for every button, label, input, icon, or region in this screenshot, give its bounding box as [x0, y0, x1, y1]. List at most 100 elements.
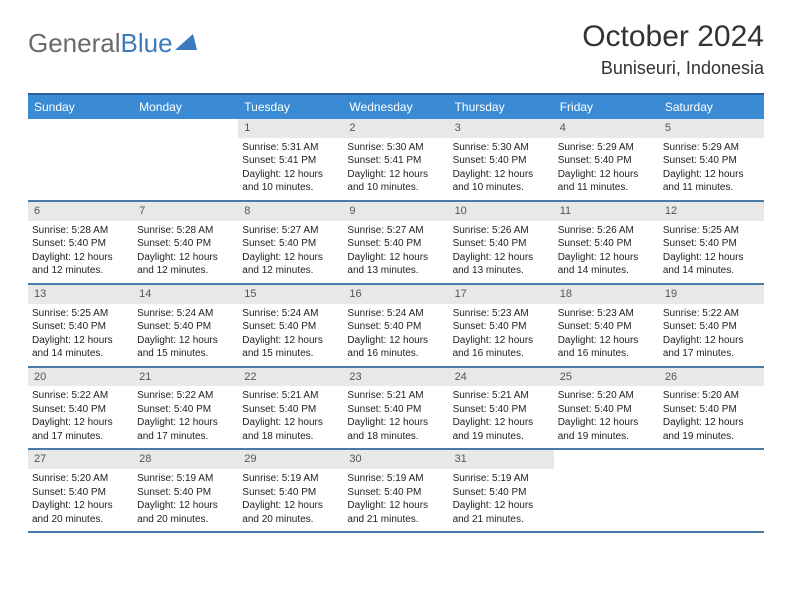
day-number: 30 [343, 450, 448, 469]
day-number: 31 [449, 450, 554, 469]
col-saturday: Saturday [659, 95, 764, 119]
day-details: Sunrise: 5:20 AMSunset: 5:40 PMDaylight:… [663, 389, 760, 443]
day-details: Sunrise: 5:21 AMSunset: 5:40 PMDaylight:… [242, 389, 339, 443]
day-number: 18 [554, 285, 659, 304]
location-label: Buniseuri, Indonesia [582, 58, 764, 79]
day-details: Sunrise: 5:27 AMSunset: 5:40 PMDaylight:… [347, 224, 444, 278]
day-number: 25 [554, 368, 659, 387]
day-cell: 2 Sunrise: 5:30 AMSunset: 5:41 PMDaylight… [343, 119, 448, 200]
day-cell: 21Sunrise: 5:22 AMSunset: 5:40 PMDayligh… [133, 368, 238, 449]
day-details: Sunrise: 5:27 AMSunset: 5:40 PMDaylight:… [242, 224, 339, 278]
week-row: 1Sunrise: 5:31 AMSunset: 5:41 PMDaylight… [28, 119, 764, 202]
week-row: 6Sunrise: 5:28 AMSunset: 5:40 PMDaylight… [28, 202, 764, 285]
day-details: Sunrise: 5:25 AMSunset: 5:40 PMDaylight:… [32, 307, 129, 361]
day-number: 7 [133, 202, 238, 221]
week-row: 27 Sunrise: 5:20 AMSunset: 5:40 PMDayligh… [28, 450, 764, 533]
day-cell: 12Sunrise: 5:25 AMSunset: 5:40 PMDayligh… [659, 202, 764, 283]
day-number: 27 [28, 450, 133, 469]
day-details: Sunrise: 5:19 AMSunset: 5:40 PMDaylight:… [347, 472, 444, 526]
day-cell: 24Sunrise: 5:21 AMSunset: 5:40 PMDayligh… [449, 368, 554, 449]
day-details: Sunrise: 5:29 AMSunset: 5:40 PMDaylight:… [558, 141, 655, 195]
day-cell: 3Sunrise: 5:30 AMSunset: 5:40 PMDaylight… [449, 119, 554, 200]
day-cell: 17Sunrise: 5:23 AMSunset: 5:40 PMDayligh… [449, 285, 554, 366]
logo-triangle-icon [175, 34, 197, 52]
day-cell: 23 Sunrise: 5:21 AMSunset: 5:40 PMDayligh… [343, 368, 448, 449]
col-friday: Friday [554, 95, 659, 119]
day-cell: 5 Sunrise: 5:29 AMSunset: 5:40 PMDaylight… [659, 119, 764, 200]
day-number: 29 [238, 450, 343, 469]
day-details: Sunrise: 5:24 AMSunset: 5:40 PMDaylight:… [347, 307, 444, 361]
day-cell: 13 Sunrise: 5:25 AMSunset: 5:40 PMDayligh… [28, 285, 133, 366]
day-cell: 6 Sunrise: 5:28 AMSunset: 5:40 PMDaylight… [28, 202, 133, 283]
day-details: Sunrise: 5:26 AMSunset: 5:40 PMDaylight:… [558, 224, 655, 278]
col-wednesday: Wednesday [343, 95, 448, 119]
day-number [133, 119, 238, 123]
day-cell: 7 Sunrise: 5:28 AMSunset: 5:40 PMDaylight… [133, 202, 238, 283]
day-cell: 11 Sunrise: 5:26 AMSunset: 5:40 PMDayligh… [554, 202, 659, 283]
day-cell: 1Sunrise: 5:31 AMSunset: 5:41 PMDaylight… [238, 119, 343, 200]
day-cell: 9 Sunrise: 5:27 AMSunset: 5:40 PMDaylight… [343, 202, 448, 283]
day-number: 23 [343, 368, 448, 387]
day-cell: 25 Sunrise: 5:20 AMSunset: 5:40 PMDayligh… [554, 368, 659, 449]
week-row: 13 Sunrise: 5:25 AMSunset: 5:40 PMDayligh… [28, 285, 764, 368]
day-details: Sunrise: 5:29 AMSunset: 5:40 PMDaylight:… [663, 141, 760, 195]
day-details: Sunrise: 5:28 AMSunset: 5:40 PMDaylight:… [32, 224, 129, 278]
day-number: 13 [28, 285, 133, 304]
day-details: Sunrise: 5:28 AMSunset: 5:40 PMDaylight:… [137, 224, 234, 278]
day-cell: 19Sunrise: 5:22 AMSunset: 5:40 PMDayligh… [659, 285, 764, 366]
day-details: Sunrise: 5:26 AMSunset: 5:40 PMDaylight:… [453, 224, 550, 278]
day-cell: 16Sunrise: 5:24 AMSunset: 5:40 PMDayligh… [343, 285, 448, 366]
day-number: 15 [238, 285, 343, 304]
day-details: Sunrise: 5:30 AMSunset: 5:41 PMDaylight:… [347, 141, 444, 195]
day-details: Sunrise: 5:22 AMSunset: 5:40 PMDaylight:… [32, 389, 129, 443]
day-number: 14 [133, 285, 238, 304]
logo-text-blue: Blue [121, 28, 173, 59]
day-number: 11 [554, 202, 659, 221]
col-thursday: Thursday [449, 95, 554, 119]
day-cell: 29 Sunrise: 5:19 AMSunset: 5:40 PMDayligh… [238, 450, 343, 531]
day-number: 6 [28, 202, 133, 221]
day-number: 26 [659, 368, 764, 387]
day-number: 22 [238, 368, 343, 387]
day-number [554, 450, 659, 454]
day-number: 20 [28, 368, 133, 387]
day-details: Sunrise: 5:19 AMSunset: 5:40 PMDaylight:… [137, 472, 234, 526]
day-details: Sunrise: 5:31 AMSunset: 5:41 PMDaylight:… [242, 141, 339, 195]
day-details: Sunrise: 5:24 AMSunset: 5:40 PMDaylight:… [242, 307, 339, 361]
day-number: 8 [238, 202, 343, 221]
day-cell [133, 119, 238, 200]
day-details: Sunrise: 5:20 AMSunset: 5:40 PMDaylight:… [32, 472, 129, 526]
logo-text-general: General [28, 28, 121, 59]
col-sunday: Sunday [28, 95, 133, 119]
col-tuesday: Tuesday [238, 95, 343, 119]
day-details: Sunrise: 5:24 AMSunset: 5:40 PMDaylight:… [137, 307, 234, 361]
day-cell: 28 Sunrise: 5:19 AMSunset: 5:40 PMDayligh… [133, 450, 238, 531]
day-cell: 27 Sunrise: 5:20 AMSunset: 5:40 PMDayligh… [28, 450, 133, 531]
day-number: 5 [659, 119, 764, 138]
day-details: Sunrise: 5:20 AMSunset: 5:40 PMDaylight:… [558, 389, 655, 443]
day-number: 24 [449, 368, 554, 387]
day-number: 9 [343, 202, 448, 221]
day-cell [554, 450, 659, 531]
day-details: Sunrise: 5:23 AMSunset: 5:40 PMDaylight:… [558, 307, 655, 361]
day-number [28, 119, 133, 123]
day-number: 12 [659, 202, 764, 221]
day-number: 28 [133, 450, 238, 469]
week-row: 20 Sunrise: 5:22 AMSunset: 5:40 PMDayligh… [28, 368, 764, 451]
day-details: Sunrise: 5:19 AMSunset: 5:40 PMDaylight:… [453, 472, 550, 526]
day-cell: 30 Sunrise: 5:19 AMSunset: 5:40 PMDayligh… [343, 450, 448, 531]
day-number: 21 [133, 368, 238, 387]
day-cell: 20 Sunrise: 5:22 AMSunset: 5:40 PMDayligh… [28, 368, 133, 449]
day-number: 19 [659, 285, 764, 304]
calendar: Sunday Monday Tuesday Wednesday Thursday… [28, 93, 764, 533]
day-cell: 15 Sunrise: 5:24 AMSunset: 5:40 PMDayligh… [238, 285, 343, 366]
day-cell [659, 450, 764, 531]
day-number [659, 450, 764, 454]
day-details: Sunrise: 5:21 AMSunset: 5:40 PMDaylight:… [347, 389, 444, 443]
logo: GeneralBlue [28, 28, 197, 59]
day-details: Sunrise: 5:19 AMSunset: 5:40 PMDaylight:… [242, 472, 339, 526]
day-cell: 14 Sunrise: 5:24 AMSunset: 5:40 PMDayligh… [133, 285, 238, 366]
day-number: 17 [449, 285, 554, 304]
day-number: 2 [343, 119, 448, 138]
day-cell: 10Sunrise: 5:26 AMSunset: 5:40 PMDayligh… [449, 202, 554, 283]
